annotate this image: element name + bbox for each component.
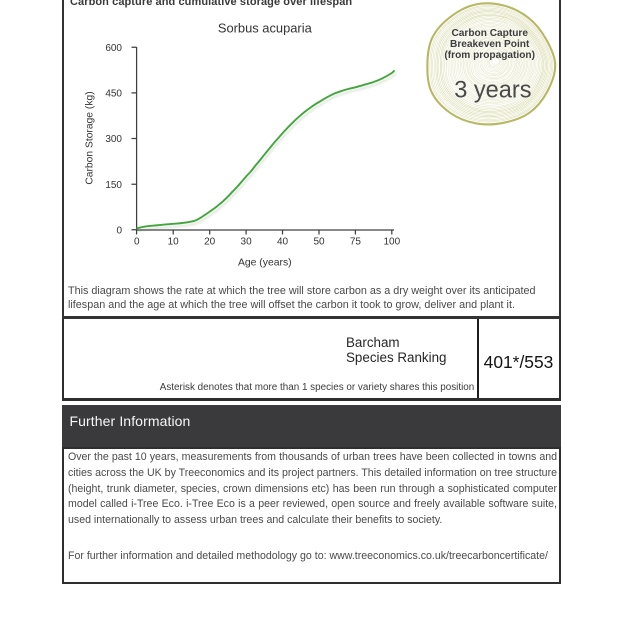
svg-text:50: 50 — [313, 237, 325, 248]
svg-text:Sorbus acuparia: Sorbus acuparia — [218, 21, 313, 36]
svg-text:40: 40 — [277, 237, 289, 248]
svg-text:300: 300 — [105, 134, 122, 145]
svg-text:30: 30 — [241, 237, 253, 248]
svg-text:75: 75 — [350, 237, 362, 248]
svg-text:3 years: 3 years — [454, 78, 531, 104]
svg-text:100: 100 — [383, 237, 400, 248]
svg-text:10: 10 — [168, 237, 180, 248]
svg-text:(from propagation): (from propagation) — [444, 50, 535, 61]
svg-text:Age (years): Age (years) — [238, 257, 292, 268]
svg-text:0: 0 — [134, 237, 140, 248]
svg-text:600: 600 — [105, 43, 122, 54]
svg-text:Breakeven Point: Breakeven Point — [450, 39, 530, 50]
svg-text:0: 0 — [116, 225, 122, 236]
svg-text:Carbon Storage (kg): Carbon Storage (kg) — [85, 91, 96, 184]
svg-text:20: 20 — [204, 237, 216, 248]
svg-text:450: 450 — [105, 89, 122, 100]
svg-text:Carbon Capture: Carbon Capture — [451, 28, 528, 39]
svg-text:150: 150 — [105, 180, 122, 191]
